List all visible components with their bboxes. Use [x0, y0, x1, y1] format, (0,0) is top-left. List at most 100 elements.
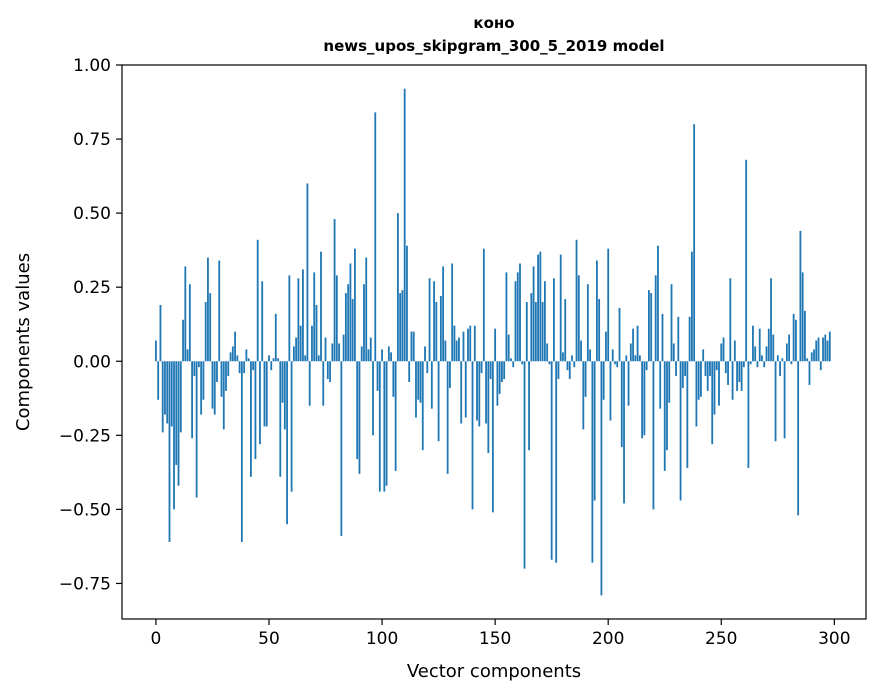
bar — [729, 278, 732, 362]
bar — [387, 346, 390, 362]
bar — [797, 361, 800, 516]
bar — [458, 337, 460, 362]
bar — [381, 349, 383, 362]
x-tick-label: 250 — [705, 629, 737, 649]
bar — [331, 343, 334, 362]
bar — [204, 302, 207, 362]
bar — [546, 343, 549, 362]
bar — [166, 361, 169, 424]
bar — [586, 284, 589, 362]
bar — [815, 340, 818, 362]
bar — [654, 275, 657, 362]
bar — [281, 361, 284, 403]
bar — [297, 278, 300, 362]
bar — [528, 361, 530, 451]
bar — [378, 361, 381, 492]
bar — [641, 361, 644, 439]
bar — [308, 361, 311, 406]
bar — [238, 361, 241, 374]
bar — [505, 272, 508, 362]
bar — [487, 361, 490, 454]
bar — [573, 361, 576, 368]
bar — [704, 361, 707, 377]
bar — [354, 248, 356, 362]
bar — [168, 361, 171, 542]
bar — [243, 361, 246, 374]
bar — [718, 361, 720, 406]
bar — [272, 358, 275, 362]
bar — [788, 334, 791, 362]
bar — [186, 349, 189, 362]
bar — [575, 239, 578, 362]
bar — [677, 316, 680, 362]
bar — [252, 361, 255, 371]
bar — [299, 325, 302, 362]
bar — [306, 183, 309, 362]
bar — [311, 325, 313, 362]
bar — [804, 310, 806, 362]
bar — [614, 361, 616, 365]
bar — [428, 278, 431, 362]
bar — [191, 361, 194, 439]
bars-group — [155, 88, 831, 596]
bar — [514, 281, 517, 362]
bar — [476, 361, 478, 421]
bar — [543, 281, 546, 362]
bar — [501, 361, 503, 382]
bar — [623, 361, 625, 504]
bar — [688, 316, 691, 362]
bar — [329, 361, 331, 382]
bar — [322, 361, 325, 406]
bar — [557, 361, 560, 380]
x-tick-label: 300 — [818, 629, 850, 649]
x-axis-ticks: 0 50 100 150 200 250 300 — [151, 619, 851, 649]
bar — [195, 361, 198, 498]
bar — [489, 361, 492, 380]
bar — [745, 159, 748, 362]
bar — [433, 281, 435, 362]
x-axis-label: Vector components — [407, 661, 581, 682]
bar — [813, 349, 815, 362]
bar — [636, 325, 639, 362]
bar — [779, 361, 781, 377]
bar — [794, 319, 797, 362]
bar — [684, 361, 686, 377]
bar — [503, 361, 506, 380]
bar — [776, 355, 779, 362]
bar — [369, 337, 372, 362]
bar — [648, 290, 650, 362]
plot-frame — [121, 64, 867, 620]
bar — [589, 349, 592, 362]
bar — [372, 361, 374, 436]
bar — [609, 361, 612, 421]
bar — [564, 299, 567, 362]
bar — [767, 328, 770, 362]
bar — [562, 352, 564, 362]
bar — [783, 361, 786, 439]
bar — [792, 313, 795, 362]
bar — [193, 361, 196, 377]
bar — [620, 361, 623, 448]
bar — [512, 361, 515, 368]
bar — [618, 307, 621, 362]
bar — [817, 337, 820, 362]
bar — [161, 361, 164, 433]
bar — [451, 263, 454, 362]
bar — [749, 361, 752, 365]
bar — [727, 361, 729, 385]
bar — [611, 349, 614, 362]
bar — [209, 293, 212, 362]
x-tick-label: 200 — [592, 629, 624, 649]
bar — [421, 361, 424, 451]
bar — [591, 361, 594, 563]
bar — [530, 293, 533, 362]
bar — [351, 299, 354, 362]
bar — [326, 361, 329, 380]
bar — [663, 361, 666, 471]
bar — [568, 361, 571, 380]
bar — [566, 361, 569, 371]
bar — [333, 219, 336, 362]
bar — [392, 361, 395, 397]
bar — [236, 355, 239, 362]
